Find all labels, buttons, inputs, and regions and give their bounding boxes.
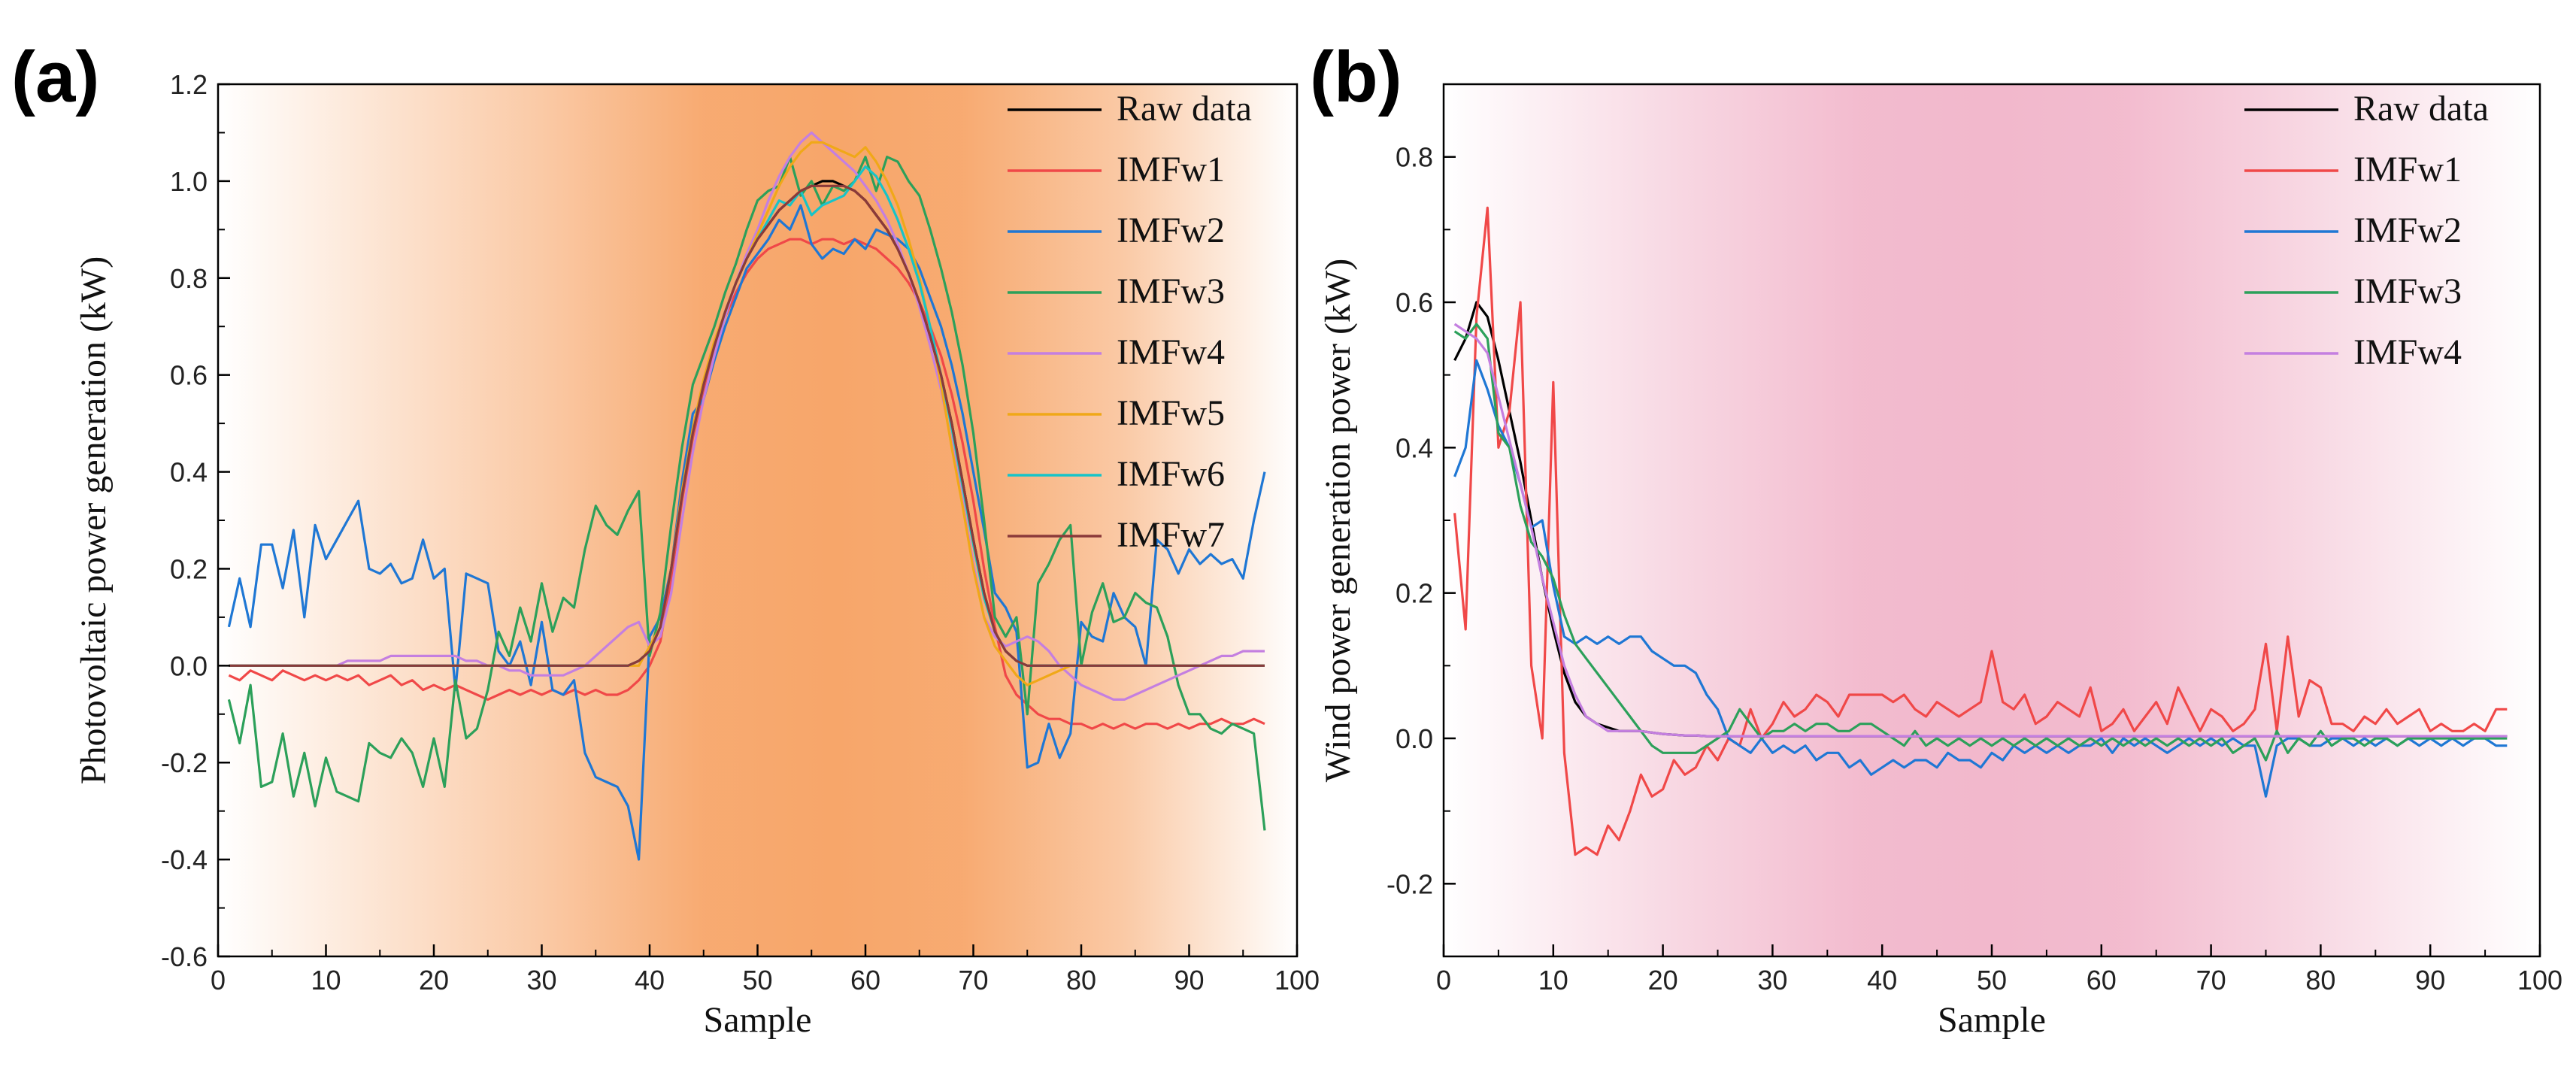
x-tick-label: 70 bbox=[2196, 965, 2226, 996]
y-tick-label: 0.2 bbox=[1396, 578, 1433, 609]
y-tick-label: 0.2 bbox=[170, 553, 208, 584]
y-tick-label: 0.8 bbox=[170, 263, 208, 294]
legend-label: IMFw2 bbox=[1117, 211, 1225, 250]
series-line-imfw1 bbox=[1453, 206, 2508, 856]
legend-label: Raw data bbox=[1117, 89, 1252, 129]
x-tick-label: 0 bbox=[211, 965, 226, 996]
x-axis-title: Sample bbox=[1938, 1000, 2046, 1040]
y-axis-title: Photovoltaic power generation (kW) bbox=[74, 256, 114, 784]
series-line-imfw3 bbox=[1453, 323, 2508, 762]
panel-label: (b) bbox=[1310, 37, 1402, 117]
y-tick-label: 0.6 bbox=[1396, 287, 1433, 318]
series-line-imfw2 bbox=[1453, 359, 2508, 798]
series-line-imfw4 bbox=[229, 131, 1265, 702]
legend-label: IMFw1 bbox=[2353, 150, 2462, 189]
x-tick-label: 0 bbox=[1436, 965, 1451, 996]
legend-label: Raw data bbox=[2353, 89, 2489, 129]
chart-panel-b: 0 10 20 30 40 50 60 70 80 90 100 -0.2 0.0 0.2 0.4 0.6 0.… bbox=[1310, 37, 2562, 1040]
x-tick-label: 50 bbox=[1977, 965, 2007, 996]
legend-label: IMFw4 bbox=[1117, 332, 1225, 372]
y-tick-label: 0.4 bbox=[1396, 432, 1433, 463]
y-tick-label: -0.4 bbox=[161, 844, 208, 875]
legend-label: IMFw4 bbox=[2353, 332, 2462, 372]
legend: Raw data IMFw1 IMFw2 IMFw3 IMFw4 IMFw5 IMFw6 IM… bbox=[1008, 89, 1252, 555]
legend-label: IMFw2 bbox=[2353, 211, 2462, 250]
x-tick-label: 50 bbox=[742, 965, 772, 996]
series-line-imfw2 bbox=[227, 204, 1266, 861]
x-tick-label: 100 bbox=[1274, 965, 1320, 996]
y-tick-label: -0.2 bbox=[161, 747, 208, 778]
x-tick-label: 70 bbox=[958, 965, 988, 996]
y-tick-label: 0.4 bbox=[170, 457, 208, 488]
x-tick-label: 90 bbox=[1174, 965, 1204, 996]
x-tick-label: 40 bbox=[1867, 965, 1897, 996]
y-tick-label: 1.0 bbox=[170, 166, 208, 197]
x-tick-label: 60 bbox=[2087, 965, 2117, 996]
x-tick-label: 60 bbox=[850, 965, 880, 996]
x-tick-label: 80 bbox=[2305, 965, 2335, 996]
panel-label: (a) bbox=[11, 37, 99, 117]
y-axis-title: Wind power generation power (kW) bbox=[1318, 259, 1358, 782]
series-line-imfw3 bbox=[227, 156, 1266, 831]
x-tick-label: 80 bbox=[1066, 965, 1096, 996]
x-tick-label: 20 bbox=[1648, 965, 1678, 996]
legend-label: IMFw6 bbox=[1117, 454, 1225, 494]
series-line-imfw4 bbox=[1453, 323, 2508, 738]
series-line-imfw1 bbox=[228, 238, 1265, 730]
x-tick-label: 90 bbox=[2415, 965, 2445, 996]
y-tick-label: 0.8 bbox=[1396, 142, 1433, 173]
y-tick-label: -0.6 bbox=[161, 941, 208, 972]
y-tick-label: 0.6 bbox=[170, 360, 208, 391]
legend-label: IMFw1 bbox=[1117, 150, 1225, 189]
x-tick-label: 20 bbox=[419, 965, 449, 996]
y-tick-label: 1.2 bbox=[170, 69, 208, 100]
y-tick-label: 0.0 bbox=[170, 650, 208, 681]
y-tick-label: 0.0 bbox=[1396, 723, 1433, 754]
y-tick-label: -0.2 bbox=[1386, 868, 1433, 899]
series-line-imfw7 bbox=[229, 184, 1265, 667]
chart-panel-a: 0 10 20 30 40 50 60 70 80 90 100 -0.6 -0.4 -0.2 0.0 0.2… bbox=[11, 37, 1320, 1040]
x-tick-label: 30 bbox=[526, 965, 556, 996]
x-tick-label: 40 bbox=[635, 965, 665, 996]
legend: Raw data IMFw1 IMFw2 IMFw3 IMFw4 bbox=[2244, 89, 2489, 372]
x-axis-title: Sample bbox=[704, 1000, 812, 1040]
legend-label: IMFw3 bbox=[1117, 271, 1225, 311]
x-tick-label: 10 bbox=[1538, 965, 1568, 996]
legend-label: IMFw7 bbox=[1117, 515, 1225, 555]
legend-label: IMFw3 bbox=[2353, 271, 2462, 311]
x-tick-label: 100 bbox=[2517, 965, 2562, 996]
x-tick-label: 30 bbox=[1757, 965, 1787, 996]
x-tick-label: 10 bbox=[311, 965, 341, 996]
plot-background bbox=[1444, 84, 2540, 956]
legend-label: IMFw5 bbox=[1117, 393, 1225, 433]
